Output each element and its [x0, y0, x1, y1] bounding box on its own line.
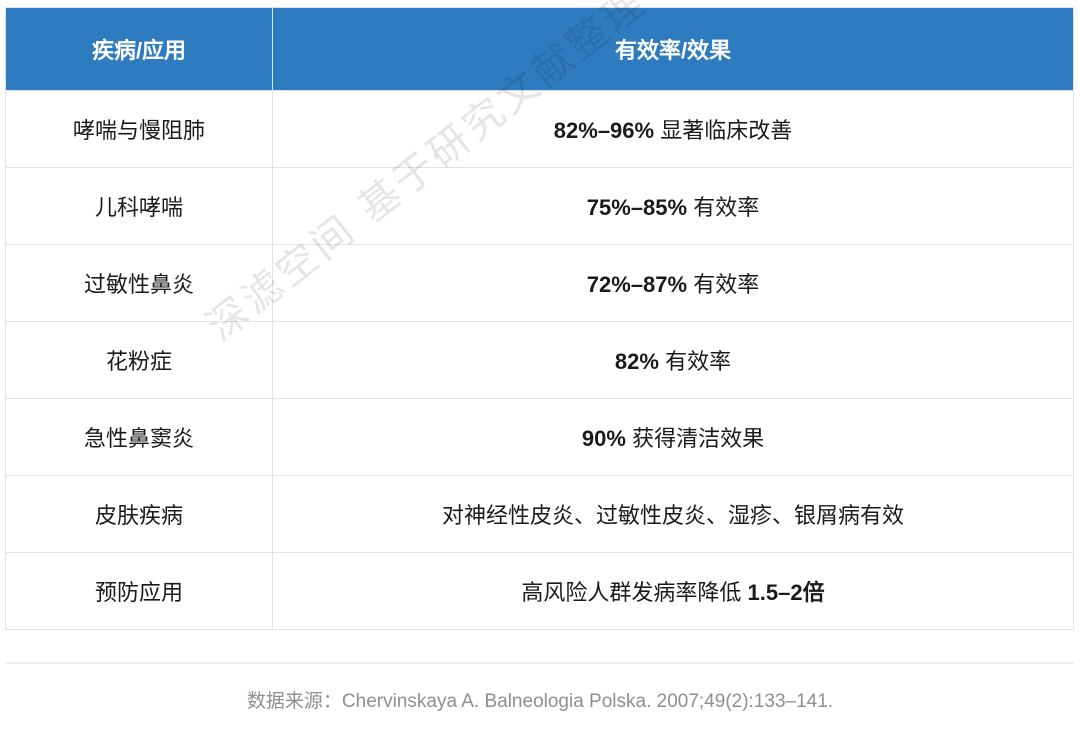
- table-row: 预防应用 高风险人群发病率降低 1.5–2倍: [5, 552, 1074, 630]
- footer-divider: [5, 662, 1074, 664]
- efficacy-value: 90%: [581, 426, 626, 451]
- efficacy-effect: 有效率: [687, 272, 760, 297]
- efficacy-prefix: 高风险人群发病率降低: [521, 580, 748, 605]
- table-row: 皮肤疾病 对神经性皮炎、过敏性皮炎、湿疹、银屑病有效: [5, 475, 1074, 553]
- efficacy-value: 82%–96%: [553, 118, 655, 143]
- header-condition: 疾病/应用: [5, 7, 273, 91]
- condition-cell: 花粉症: [5, 321, 273, 399]
- table-row: 儿科哮喘 75%–85% 有效率: [5, 167, 1074, 245]
- efficacy-table: 疾病/应用 有效率/效果 哮喘与慢阻肺 82%–96% 显著临床改善 儿科哮喘 …: [5, 7, 1074, 630]
- source-citation: 数据来源：Chervinskaya A. Balneologia Polska.…: [246, 691, 834, 712]
- table-header-row: 疾病/应用 有效率/效果: [5, 7, 1074, 91]
- efficacy-effect: 获得清洁效果: [625, 426, 765, 451]
- efficacy-effect: 有效率: [658, 349, 732, 374]
- efficacy-value: 75%–85%: [586, 195, 688, 220]
- condition-cell: 预防应用: [5, 552, 273, 630]
- table-row: 急性鼻窦炎 90% 获得清洁效果: [5, 398, 1074, 476]
- efficacy-value: 1.5–2倍: [747, 580, 825, 605]
- efficacy-cell: 72%–87% 有效率: [272, 244, 1074, 322]
- table-row: 过敏性鼻炎 72%–87% 有效率: [5, 244, 1074, 322]
- table-row: 哮喘与慢阻肺 82%–96% 显著临床改善: [5, 90, 1074, 168]
- condition-cell: 过敏性鼻炎: [5, 244, 273, 322]
- condition-cell: 急性鼻窦炎: [5, 398, 273, 476]
- efficacy-value: 72%–87%: [586, 272, 688, 297]
- efficacy-cell: 对神经性皮炎、过敏性皮炎、湿疹、银屑病有效: [272, 475, 1074, 553]
- efficacy-cell: 82%–96% 显著临床改善: [272, 90, 1074, 168]
- condition-cell: 哮喘与慢阻肺: [5, 90, 273, 168]
- efficacy-cell: 90% 获得清洁效果: [272, 398, 1074, 476]
- efficacy-cell: 75%–85% 有效率: [272, 167, 1074, 245]
- efficacy-effect: 有效率: [687, 195, 760, 220]
- efficacy-effect: 显著临床改善: [654, 118, 793, 143]
- efficacy-cell: 高风险人群发病率降低 1.5–2倍: [272, 552, 1074, 630]
- efficacy-cell: 82% 有效率: [272, 321, 1074, 399]
- table-row: 花粉症 82% 有效率: [5, 321, 1074, 399]
- header-efficacy: 有效率/效果: [272, 7, 1074, 91]
- condition-cell: 儿科哮喘: [5, 167, 273, 245]
- condition-cell: 皮肤疾病: [5, 475, 273, 553]
- efficacy-effect: 对神经性皮炎、过敏性皮炎、湿疹、银屑病有效: [441, 503, 904, 528]
- efficacy-value: 82%: [614, 349, 659, 374]
